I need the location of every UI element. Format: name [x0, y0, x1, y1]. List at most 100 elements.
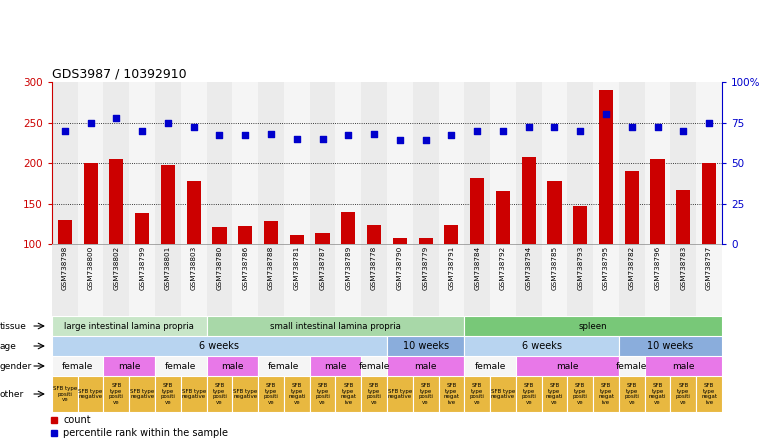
Bar [387, 336, 465, 356]
Bar [671, 82, 696, 244]
Bar [568, 244, 593, 316]
Bar [290, 235, 304, 325]
Bar [676, 190, 691, 325]
Text: SFB
type
positi
ve: SFB type positi ve [676, 384, 691, 404]
Text: SFB
type
positi
ve: SFB type positi ve [160, 384, 176, 404]
Text: SFB
type
positi
ve: SFB type positi ve [624, 384, 639, 404]
Text: GSM738778: GSM738778 [371, 246, 377, 290]
Bar [568, 376, 593, 412]
Bar [212, 227, 227, 325]
Bar [316, 233, 329, 325]
Text: female: female [474, 361, 506, 370]
Text: SFB
type
negat
ive: SFB type negat ive [443, 384, 459, 404]
Text: SFB
type
positi
ve: SFB type positi ve [418, 384, 433, 404]
Text: SFB type
negative: SFB type negative [182, 389, 206, 399]
Point [342, 132, 354, 139]
Point [239, 132, 251, 139]
Text: SFB
type
positi
ve: SFB type positi ve [573, 384, 588, 404]
Bar [593, 82, 619, 244]
Text: SFB
type
negati
ve: SFB type negati ve [288, 384, 306, 404]
Text: SFB type
positi
ve: SFB type positi ve [53, 386, 77, 402]
Bar [439, 244, 465, 316]
Bar [387, 82, 413, 244]
Bar [135, 213, 149, 325]
Text: GSM738799: GSM738799 [139, 246, 145, 290]
Text: SFB
type
negati
ve: SFB type negati ve [545, 384, 563, 404]
Bar [568, 82, 593, 244]
Bar [465, 336, 619, 356]
Point [677, 127, 689, 134]
Bar [645, 356, 722, 376]
Bar [309, 356, 361, 376]
Text: GSM738796: GSM738796 [655, 246, 661, 290]
Bar [361, 244, 387, 316]
Bar [309, 376, 335, 412]
Text: male: male [221, 361, 244, 370]
Bar [619, 376, 645, 412]
Bar [516, 244, 542, 316]
Text: GSM738779: GSM738779 [422, 246, 429, 290]
Bar [413, 376, 439, 412]
Bar [702, 163, 716, 325]
Bar [181, 82, 206, 244]
Bar [238, 226, 252, 325]
Bar [516, 82, 542, 244]
Point [600, 111, 612, 118]
Text: GSM738797: GSM738797 [706, 246, 712, 290]
Bar [696, 82, 722, 244]
Text: GSM738791: GSM738791 [448, 246, 455, 290]
Text: other: other [0, 389, 24, 399]
Bar [413, 82, 439, 244]
Bar [413, 244, 439, 316]
Bar [335, 244, 361, 316]
Text: GSM738783: GSM738783 [680, 246, 686, 290]
Bar [206, 356, 258, 376]
Point [419, 137, 432, 144]
Point [703, 119, 715, 126]
Text: 10 weeks: 10 weeks [647, 341, 694, 351]
Point [59, 127, 71, 134]
Bar [542, 82, 568, 244]
Text: GSM738787: GSM738787 [319, 246, 325, 290]
Point [471, 127, 484, 134]
Bar [696, 376, 722, 412]
Bar [258, 356, 309, 376]
Bar [696, 244, 722, 316]
Bar [109, 159, 124, 325]
Point [265, 130, 277, 137]
Text: SFB
type
positi
ve: SFB type positi ve [109, 384, 124, 404]
Bar [155, 356, 206, 376]
Bar [103, 356, 155, 376]
Text: SFB type
negative: SFB type negative [387, 389, 412, 399]
Text: male: male [414, 361, 437, 370]
Text: GDS3987 / 10392910: GDS3987 / 10392910 [52, 67, 186, 80]
Bar [52, 356, 103, 376]
Bar [490, 244, 516, 316]
Point [290, 135, 303, 142]
Text: SFB type
negative: SFB type negative [490, 389, 515, 399]
Bar [593, 376, 619, 412]
Point [497, 127, 509, 134]
Bar [619, 82, 645, 244]
Text: SFB
type
positi
ve: SFB type positi ve [315, 384, 330, 404]
Bar [335, 82, 361, 244]
Text: GSM738792: GSM738792 [500, 246, 506, 290]
Point [445, 132, 458, 139]
Bar [465, 82, 490, 244]
Text: spleen: spleen [579, 321, 607, 330]
Bar [284, 82, 309, 244]
Bar [103, 244, 129, 316]
Text: large intestinal lamina propria: large intestinal lamina propria [64, 321, 194, 330]
Bar [496, 191, 510, 325]
Bar [547, 181, 562, 325]
Bar [206, 376, 232, 412]
Text: female: female [62, 361, 93, 370]
Point [368, 130, 380, 137]
Text: SFB type
negative: SFB type negative [130, 389, 154, 399]
Text: SFB
type
positi
ve: SFB type positi ve [212, 384, 227, 404]
Text: GSM738786: GSM738786 [242, 246, 248, 290]
Bar [309, 82, 335, 244]
Text: SFB
type
positi
ve: SFB type positi ve [470, 384, 484, 404]
Text: SFB
type
negat
ive: SFB type negat ive [701, 384, 717, 404]
Text: percentile rank within the sample: percentile rank within the sample [63, 428, 228, 438]
